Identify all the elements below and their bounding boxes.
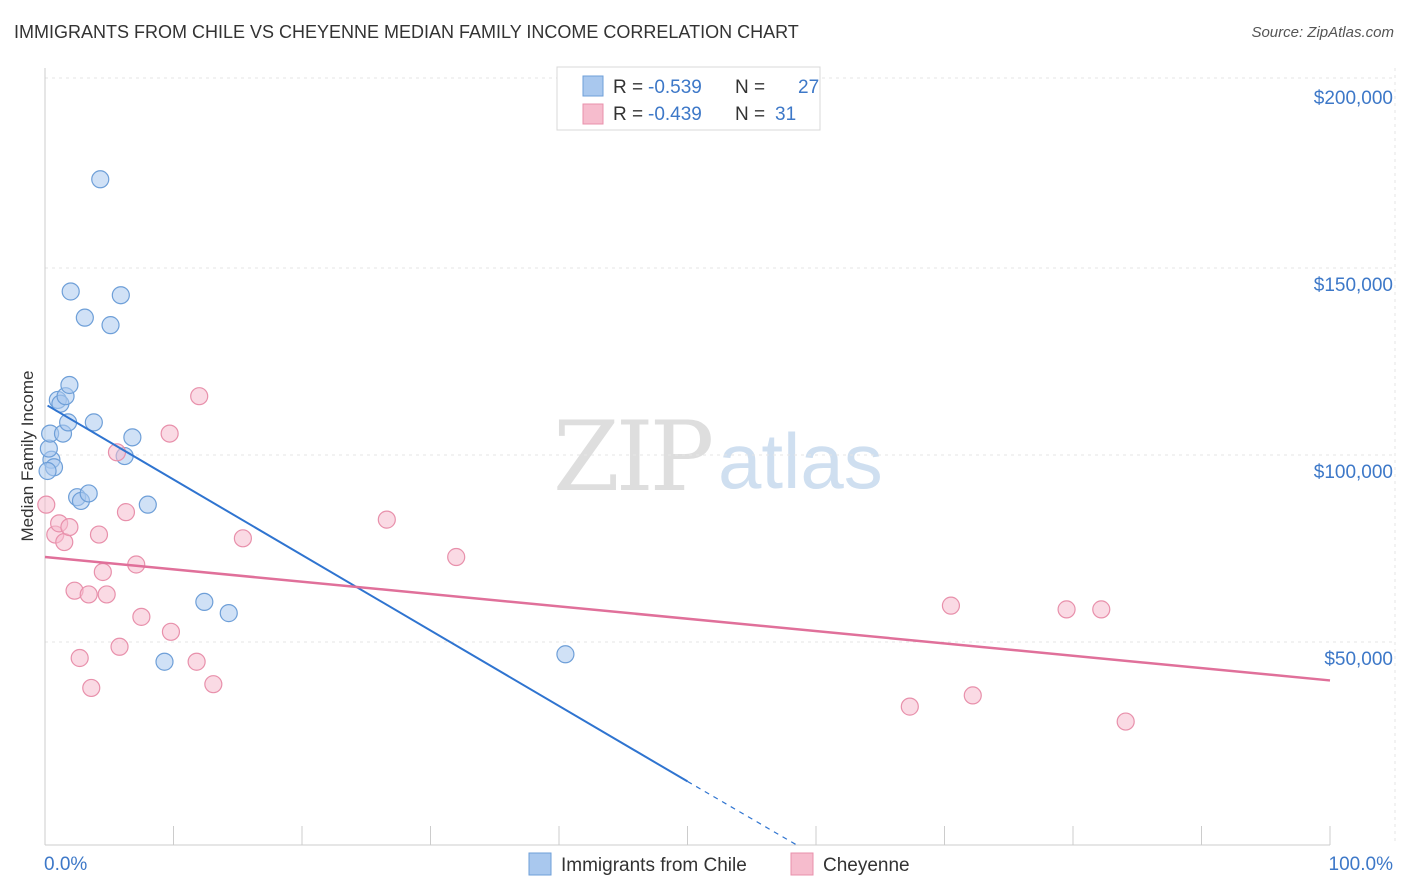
y-tick-label: $100,000 bbox=[1314, 462, 1393, 483]
legend-n-value-pink: 31 bbox=[775, 104, 796, 125]
chart-source: Source: ZipAtlas.com bbox=[1251, 24, 1394, 41]
series-legend-swatch-chile bbox=[528, 852, 552, 876]
chart-title: IMMIGRANTS FROM CHILE VS CHEYENNE MEDIAN… bbox=[14, 22, 799, 42]
point-cheyenne bbox=[941, 596, 961, 615]
series-legend-label-chile: Immigrants from Chile bbox=[561, 855, 747, 876]
y-tick-labels: $50,000 $100,000 $150,000 $200,000 bbox=[1314, 88, 1393, 670]
trend-line-chile bbox=[47, 404, 689, 783]
point-cheyenne bbox=[190, 387, 209, 406]
point-cheyenne bbox=[900, 697, 919, 716]
point-cheyenne bbox=[93, 562, 112, 582]
point-cheyenne bbox=[37, 495, 56, 514]
trend-line-cheyenne bbox=[44, 555, 1331, 682]
legend-swatch-pink bbox=[582, 103, 604, 125]
point-cheyenne bbox=[116, 503, 136, 522]
legend-n-label-blue: N = bbox=[735, 77, 765, 98]
point-cheyenne bbox=[82, 678, 101, 698]
point-cheyenne bbox=[1057, 600, 1076, 619]
series-legend-swatch-cheyenne bbox=[790, 852, 814, 876]
point-chile bbox=[84, 413, 103, 432]
legend-r-value-pink: -0.439 bbox=[648, 104, 702, 125]
point-chile bbox=[556, 645, 575, 664]
legend-n-value-blue: 27 bbox=[798, 77, 819, 98]
legend-r-label-blue: R = bbox=[613, 77, 643, 98]
point-cheyenne bbox=[79, 585, 98, 604]
point-chile bbox=[155, 652, 174, 671]
point-chile bbox=[111, 286, 130, 305]
series-legend: Immigrants from Chile Cheyenne bbox=[528, 852, 910, 876]
legend-r-value-blue: -0.539 bbox=[648, 77, 702, 98]
legend-swatch-blue bbox=[582, 75, 604, 97]
x-axis-ticks bbox=[44, 826, 1331, 845]
legend-r-label-pink: R = bbox=[613, 104, 643, 125]
trend-lines bbox=[44, 404, 1331, 846]
point-cheyenne bbox=[70, 648, 89, 668]
x-tick-label-max: 100.0% bbox=[1329, 854, 1394, 875]
point-cheyenne bbox=[89, 525, 109, 544]
point-chile bbox=[91, 170, 110, 189]
correlation-legend: R = -0.539 N = 27 R = -0.439 N = 31 bbox=[556, 66, 821, 131]
y-axis-label: Median Family Income bbox=[18, 370, 37, 541]
point-chile bbox=[75, 308, 94, 327]
point-cheyenne bbox=[233, 529, 252, 548]
point-cheyenne bbox=[160, 424, 179, 443]
point-chile bbox=[123, 428, 142, 447]
y-tick-label: $200,000 bbox=[1314, 88, 1393, 109]
point-cheyenne bbox=[1116, 712, 1135, 731]
legend-n-label-pink: N = bbox=[735, 104, 765, 125]
point-chile bbox=[61, 282, 80, 301]
watermark-atlas: atlas bbox=[718, 417, 883, 505]
point-chile bbox=[60, 375, 79, 395]
point-cheyenne bbox=[161, 622, 181, 641]
point-chile bbox=[195, 592, 214, 612]
point-cheyenne bbox=[97, 585, 116, 604]
point-cheyenne bbox=[60, 517, 79, 537]
watermark-zip: ZIP bbox=[553, 401, 712, 513]
point-chile bbox=[138, 495, 157, 514]
point-cheyenne bbox=[187, 652, 206, 671]
point-cheyenne bbox=[204, 675, 223, 694]
point-chile bbox=[39, 439, 58, 458]
data-points bbox=[37, 170, 1135, 731]
y-tick-label: $50,000 bbox=[1324, 649, 1393, 670]
point-cheyenne bbox=[377, 510, 396, 529]
point-chile bbox=[101, 316, 120, 335]
y-tick-label: $150,000 bbox=[1314, 275, 1393, 296]
point-cheyenne bbox=[447, 547, 466, 567]
point-cheyenne bbox=[1092, 600, 1111, 619]
point-chile bbox=[79, 484, 98, 503]
point-cheyenne bbox=[132, 607, 151, 626]
point-chile bbox=[38, 461, 57, 481]
trend-line-chile-extension bbox=[687, 780, 798, 846]
point-chile bbox=[59, 413, 78, 432]
point-cheyenne bbox=[110, 637, 129, 656]
point-chile bbox=[219, 604, 238, 623]
point-cheyenne bbox=[963, 686, 982, 705]
x-tick-label-min: 0.0% bbox=[44, 854, 87, 875]
series-legend-label-cheyenne: Cheyenne bbox=[823, 855, 910, 876]
